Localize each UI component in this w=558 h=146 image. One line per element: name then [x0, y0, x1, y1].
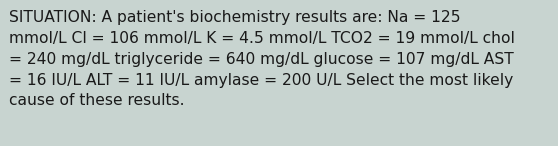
- Text: SITUATION: A patient's biochemistry results are: Na = 125
mmol/L Cl = 106 mmol/L: SITUATION: A patient's biochemistry resu…: [9, 10, 515, 108]
